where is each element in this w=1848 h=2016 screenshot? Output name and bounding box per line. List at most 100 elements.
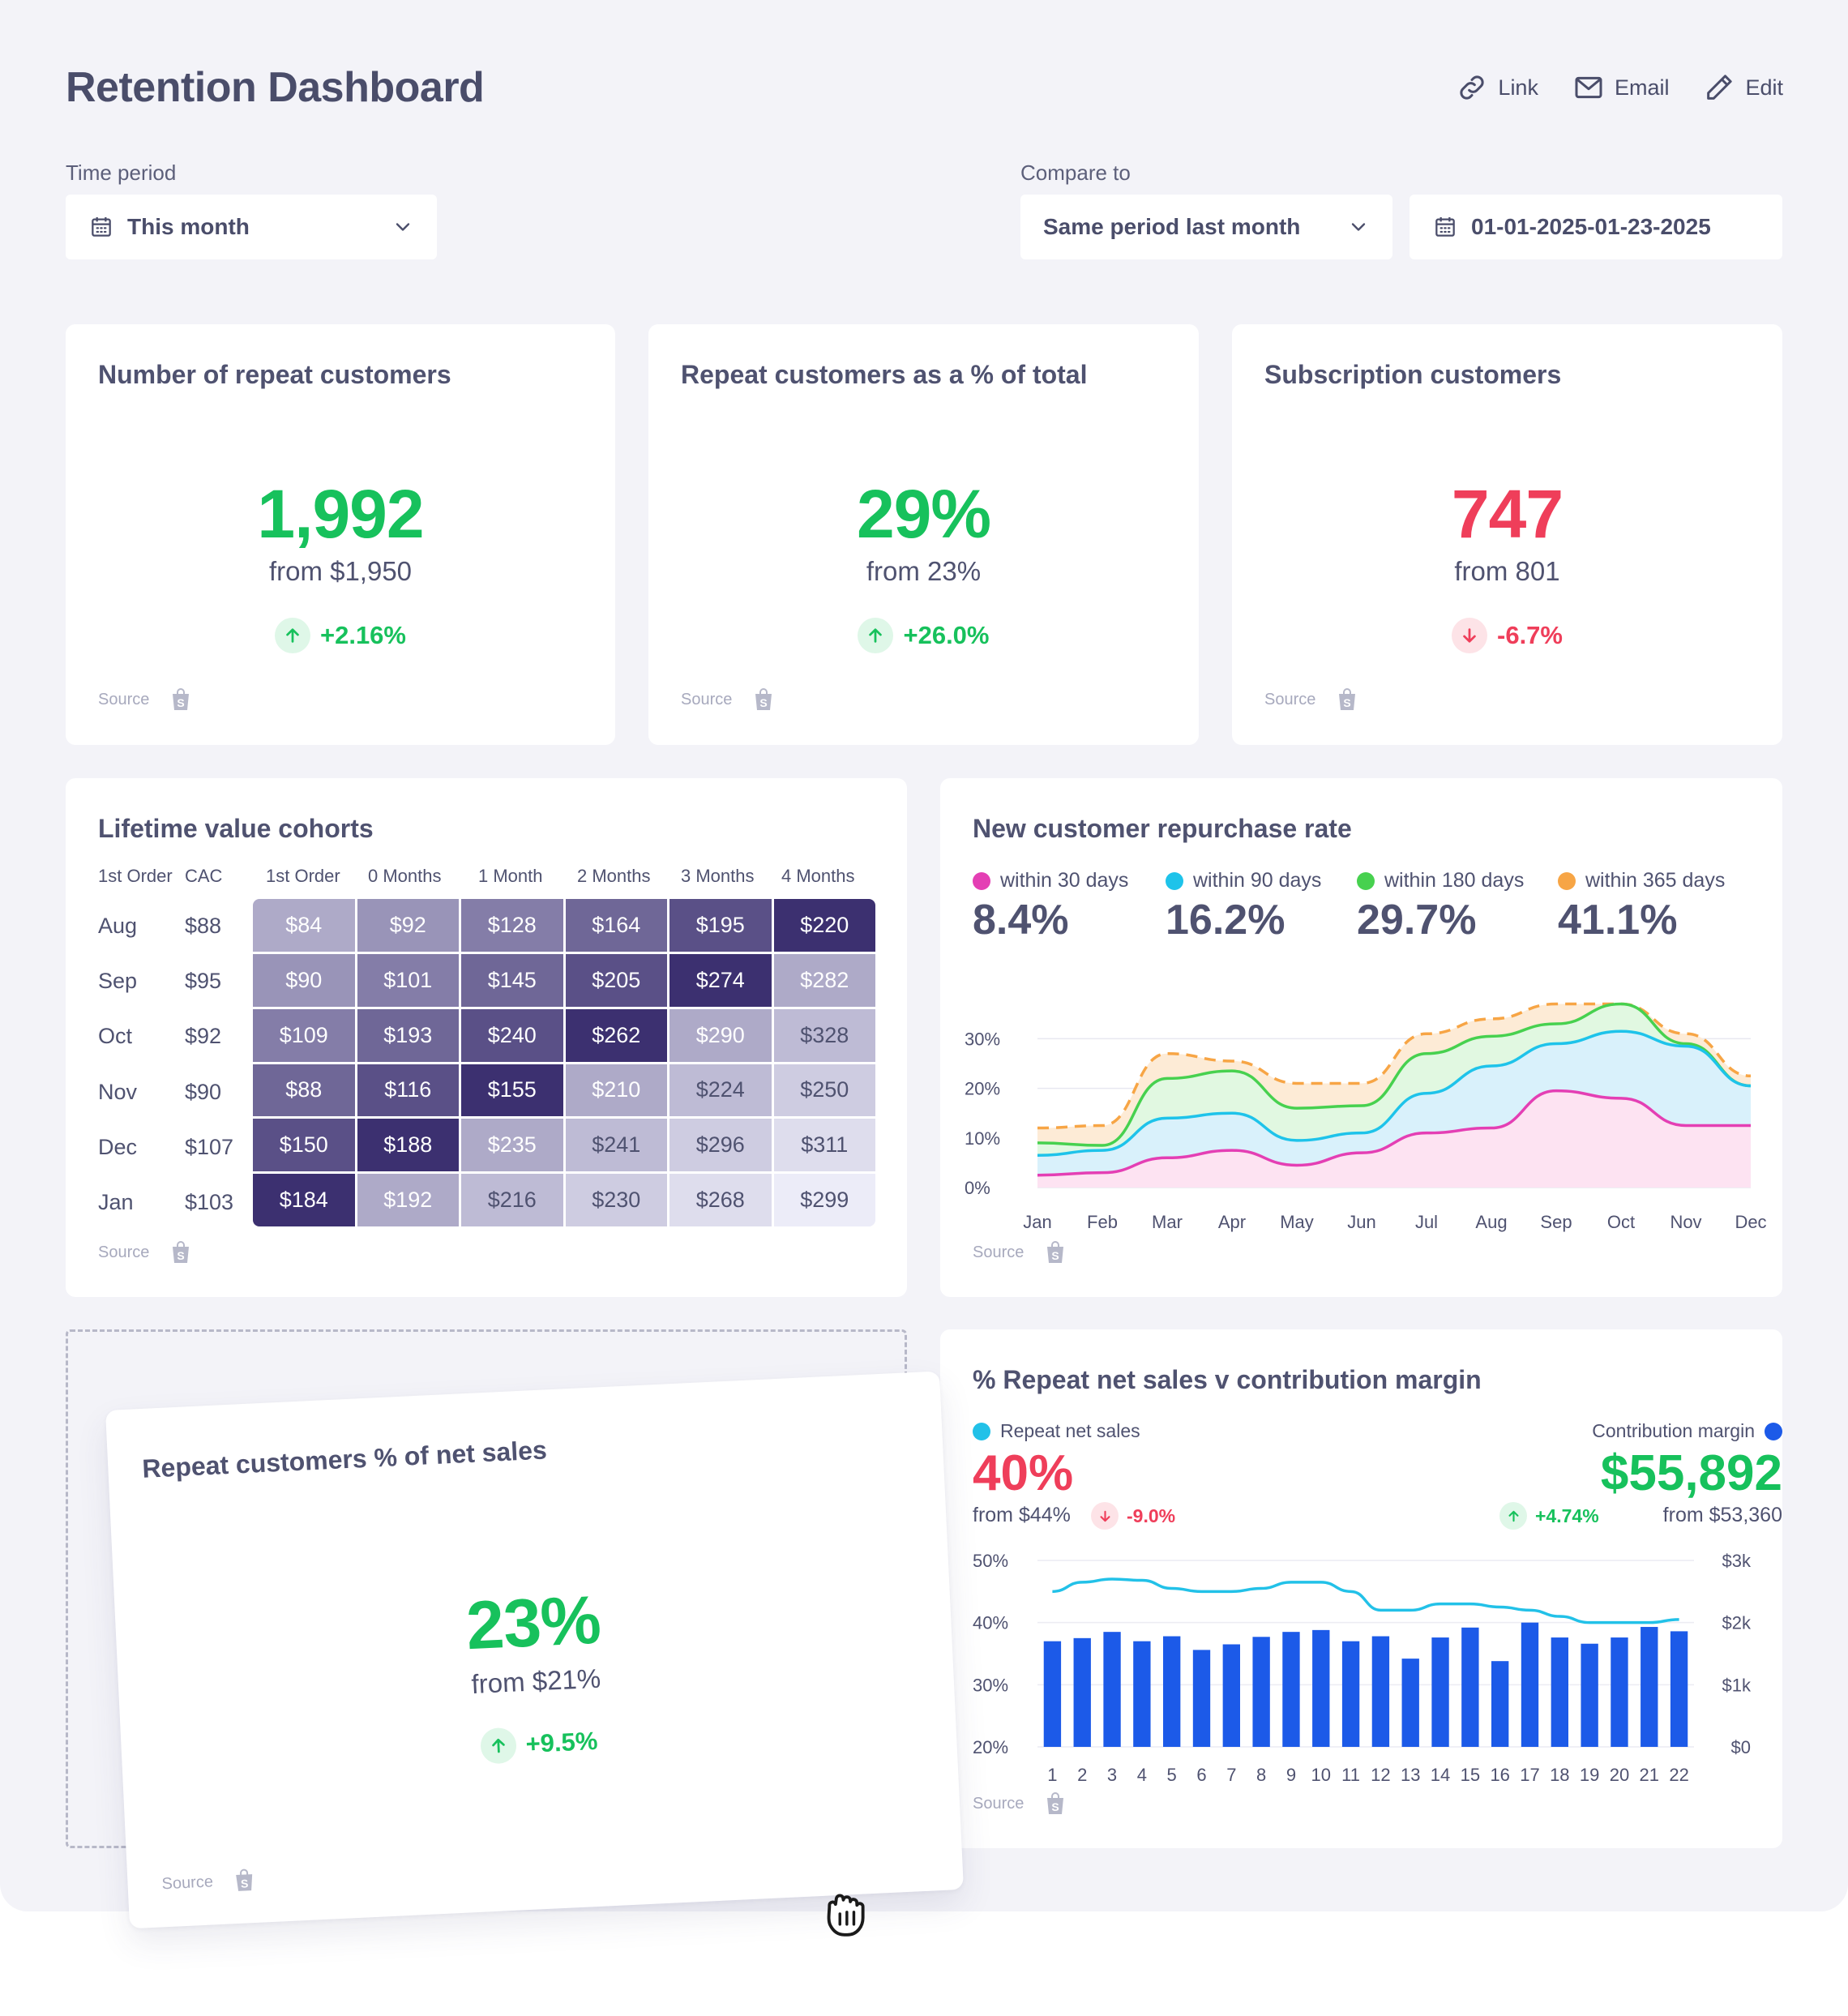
series-line xyxy=(1037,1089,1751,1177)
shopify-bag-icon: S xyxy=(173,688,190,710)
x-tick-label: Aug xyxy=(1475,1212,1507,1232)
email-label: Email xyxy=(1614,75,1670,100)
legend-label: Contribution margin xyxy=(1592,1420,1755,1441)
cohort-cell: $109 xyxy=(253,1008,355,1062)
cohort-cell: $184 xyxy=(253,1174,355,1226)
cohort-cell: $241 xyxy=(565,1119,667,1172)
cohort-cac: $88 xyxy=(185,914,222,938)
cohort-cac: $95 xyxy=(185,969,222,994)
repeat-net-sales-change: -9.0% xyxy=(1091,1502,1175,1530)
legend-dot xyxy=(1166,871,1183,890)
legend-item-90-days: within 90 days xyxy=(1166,869,1321,892)
x-tick-label: 6 xyxy=(1196,1765,1206,1785)
kpi-card-subscription[interactable]: Subscription customers 747 from 801 -6.7… xyxy=(1232,324,1782,745)
y-tick-label: 0% xyxy=(965,1178,990,1198)
bar xyxy=(1252,1637,1270,1747)
kpi-card-repeat-percent[interactable]: Repeat customers as a % of total 29% fro… xyxy=(648,324,1199,745)
y-right-tick-label: $0 xyxy=(1731,1737,1751,1757)
x-tick-label: 9 xyxy=(1286,1765,1296,1785)
header-actions: Link Email Edit xyxy=(1456,71,1783,104)
page-title: Retention Dashboard xyxy=(66,64,485,111)
link-icon xyxy=(1460,75,1484,100)
cohort-month: Nov xyxy=(98,1079,138,1104)
x-tick-label: 11 xyxy=(1341,1765,1360,1785)
cohort-cell: $328 xyxy=(773,1008,875,1062)
repeat-net-sales-legend: Repeat net sales xyxy=(973,1420,1140,1442)
shopify-bag-icon: S xyxy=(1339,688,1356,710)
shopify-bag-icon: S xyxy=(173,1241,190,1263)
y-tick-label: 30% xyxy=(965,1029,1000,1049)
bar xyxy=(1222,1644,1240,1747)
legend-value: 16.2% xyxy=(1166,897,1285,944)
y-right-tick-label: $3k xyxy=(1722,1551,1752,1571)
card-title: Number of repeat customers xyxy=(98,360,451,389)
cohort-cell: $216 xyxy=(461,1174,563,1226)
cohort-cell: $250 xyxy=(773,1064,875,1117)
repeat-sales-card[interactable]: % Repeat net sales v contribution margin… xyxy=(940,1329,1782,1848)
source-label: Source xyxy=(98,690,150,708)
shopify-bag-icon: S xyxy=(236,1868,253,1891)
bar xyxy=(1461,1627,1479,1747)
email-button[interactable]: Email xyxy=(1572,71,1670,104)
bar xyxy=(1103,1632,1121,1747)
cohort-header: 1st Order xyxy=(266,866,340,886)
repeat-net-sales-from: from $44% xyxy=(973,1504,1071,1526)
x-tick-label: 14 xyxy=(1431,1765,1450,1785)
arrow-down-icon xyxy=(1452,618,1487,653)
repeat-sales-bar-chart: 20%30%40%50%$0$1k$2k$3k1 2 3 4 5 6 7 8 9 10 11 12 13… xyxy=(973,1551,1752,1785)
cohort-cell: $90 xyxy=(253,953,355,1007)
cohort-cac: $107 xyxy=(185,1134,234,1159)
x-tick-label: Oct xyxy=(1607,1212,1635,1232)
bar xyxy=(1073,1637,1091,1747)
source-label: Source xyxy=(98,1243,150,1261)
card-title: Lifetime value cohorts xyxy=(98,814,374,843)
date-range-picker[interactable]: 01-01-2025-01-23-2025 xyxy=(1410,195,1782,259)
legend-item-30-days: within 30 days xyxy=(973,869,1128,892)
x-tick-label: Mar xyxy=(1152,1212,1183,1232)
cohort-cell: $145 xyxy=(461,953,563,1007)
kpi-change: +26.0% xyxy=(648,618,1199,653)
source-row: Source S xyxy=(973,1240,1066,1265)
source-label: Source xyxy=(973,1243,1025,1261)
x-tick-label: 3 xyxy=(1107,1765,1117,1785)
change-value: -9.0% xyxy=(1127,1505,1176,1526)
legend-label: within 180 days xyxy=(1384,869,1525,892)
y-right-tick-label: $1k xyxy=(1722,1675,1752,1695)
legend-item-180-days: within 180 days xyxy=(1357,869,1524,892)
cohort-cell: $84 xyxy=(253,899,355,952)
x-tick-label: Dec xyxy=(1735,1212,1766,1232)
cohort-cell: $220 xyxy=(773,899,875,952)
legend-label: Repeat net sales xyxy=(1000,1420,1140,1441)
card-title: Repeat customers % of net sales xyxy=(141,1435,548,1483)
source-row: Source S xyxy=(1264,687,1358,712)
link-button[interactable]: Link xyxy=(1456,71,1538,104)
edit-label: Edit xyxy=(1745,75,1783,100)
edit-button[interactable]: Edit xyxy=(1703,71,1783,104)
kpi-card-repeat-customers[interactable]: Number of repeat customers 1,992 from $1… xyxy=(66,324,615,745)
time-period-select[interactable]: This month xyxy=(66,195,437,259)
cohort-cac: $90 xyxy=(185,1079,222,1104)
cohort-cell: $240 xyxy=(461,1008,563,1062)
cohort-cell: $164 xyxy=(565,899,667,952)
bar xyxy=(1641,1627,1658,1747)
kpi-change: -6.7% xyxy=(1232,618,1782,653)
shopify-bag-icon: S xyxy=(755,688,772,710)
change-value: +4.74% xyxy=(1535,1505,1599,1526)
bar xyxy=(1371,1636,1390,1747)
bar xyxy=(1163,1636,1181,1747)
cohort-month: Aug xyxy=(98,914,138,938)
bar xyxy=(1312,1629,1330,1747)
x-tick-label: Jun xyxy=(1347,1212,1375,1232)
card-title: Repeat customers as a % of total xyxy=(681,360,1088,389)
compare-select[interactable]: Same period last month xyxy=(1020,195,1392,259)
calendar-icon xyxy=(92,217,111,237)
chevron-down-icon xyxy=(396,223,410,231)
contribution-margin-change: +4.74% xyxy=(1499,1502,1599,1530)
x-tick-label: 12 xyxy=(1371,1765,1390,1785)
shopify-bag-icon: S xyxy=(1047,1792,1064,1814)
kpi-change-value: -6.7% xyxy=(1497,621,1563,649)
dragging-card-repeat-net-sales[interactable]: Repeat customers % of net sales 23% from… xyxy=(105,1371,965,1929)
cohort-header: CAC xyxy=(185,866,223,886)
bar xyxy=(1401,1659,1419,1747)
cohort-header: 2 Months xyxy=(577,866,651,886)
